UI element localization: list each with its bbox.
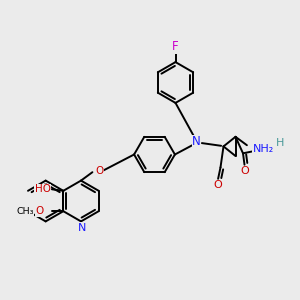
Text: O: O: [241, 166, 250, 176]
Text: O: O: [95, 166, 103, 176]
Text: H: H: [276, 137, 284, 148]
Text: O: O: [35, 206, 44, 216]
Text: H: H: [276, 137, 284, 148]
Text: NH₂: NH₂: [253, 143, 274, 154]
Text: O: O: [214, 180, 223, 190]
Text: N: N: [192, 135, 201, 148]
Text: CH₃: CH₃: [16, 207, 34, 216]
Text: HO: HO: [35, 184, 51, 194]
Text: O: O: [214, 180, 223, 190]
Text: CH₃: CH₃: [16, 207, 34, 216]
Text: N: N: [78, 223, 87, 233]
Text: N: N: [192, 135, 201, 148]
Text: F: F: [172, 40, 179, 53]
Text: HO: HO: [35, 184, 51, 194]
Text: O: O: [35, 206, 44, 216]
Text: O: O: [95, 166, 103, 176]
Text: NH₂: NH₂: [253, 143, 274, 154]
Text: N: N: [78, 223, 87, 233]
Text: O: O: [241, 166, 250, 176]
Text: F: F: [172, 40, 179, 53]
